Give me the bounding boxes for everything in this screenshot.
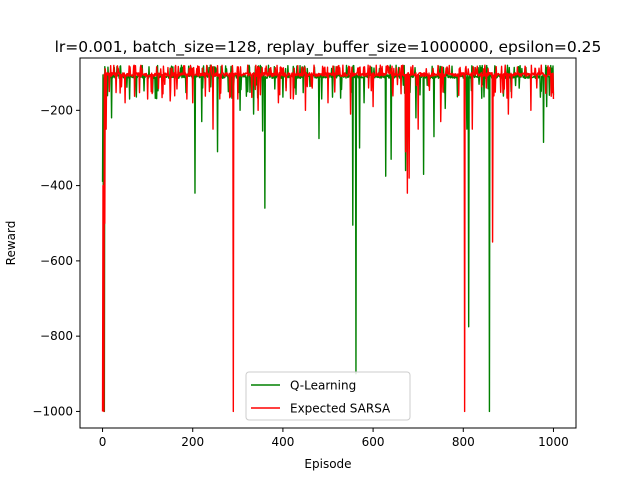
chart-title: lr=0.001, batch_size=128, replay_buffer_… <box>55 38 602 57</box>
x-axis-label: Episode <box>304 457 351 471</box>
x-tick-label: 600 <box>362 435 385 449</box>
y-tick-label: −1000 <box>32 404 73 418</box>
y-tick-label: −200 <box>40 103 73 117</box>
y-tick-label: −600 <box>40 254 73 268</box>
plot-area <box>79 57 577 429</box>
y-tick-label: −400 <box>40 179 73 193</box>
plot-frame <box>79 57 577 429</box>
x-tick-label: 400 <box>271 435 294 449</box>
y-axis-label: Reward <box>4 221 18 266</box>
legend-label-q-learning: Q-Learning <box>290 379 356 393</box>
legend-box <box>245 371 411 421</box>
x-tick-label: 200 <box>181 435 204 449</box>
x-tick-label: 0 <box>99 435 107 449</box>
x-axis: 0 200 400 600 800 1000 <box>99 428 569 449</box>
y-axis: −200 −400 −600 −800 −1000 <box>32 103 80 418</box>
x-tick-label: 1000 <box>538 435 569 449</box>
series-line-expected-sarsa <box>101 64 555 413</box>
y-tick-label: −800 <box>40 329 73 343</box>
legend-label-expected-sarsa: Expected SARSA <box>290 402 391 416</box>
series-layer <box>101 64 555 413</box>
x-tick-label: 800 <box>452 435 475 449</box>
legend: Q-Learning Expected SARSA <box>245 371 411 421</box>
